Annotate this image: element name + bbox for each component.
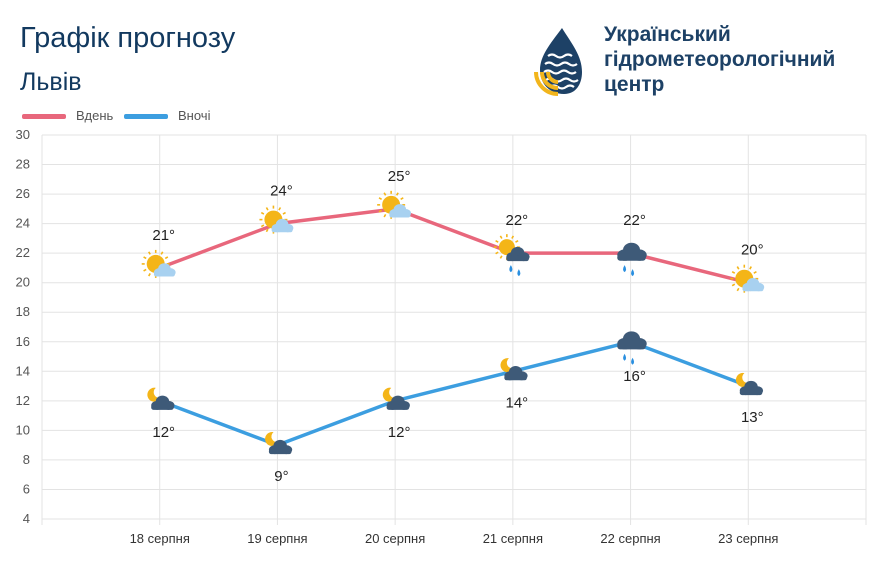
brand-line-2: гідрометеорологічний [604, 48, 836, 71]
sun-cloud-icon [141, 249, 176, 278]
y-tick-label: 12 [16, 393, 30, 408]
drop-logo-icon [534, 28, 582, 96]
data-label: 20° [741, 242, 764, 259]
x-tick-label: 22 серпня [600, 531, 660, 546]
moon-cloud-icon [382, 387, 410, 410]
brand-block: Український гідрометеорологічний центр [532, 22, 872, 102]
y-tick-label: 6 [23, 481, 30, 496]
y-tick-label: 18 [16, 304, 30, 319]
y-tick-label: 10 [16, 422, 30, 437]
brand-line-1: Український [604, 23, 731, 46]
data-label: 12° [388, 424, 411, 441]
brand-line-3: центр [604, 73, 665, 96]
data-label: 12° [152, 424, 175, 441]
sun-cloud-icon [259, 205, 294, 234]
y-tick-label: 22 [16, 245, 30, 260]
data-label: 16° [623, 368, 646, 385]
y-tick-label: 16 [16, 334, 30, 349]
legend-label-day: Вдень [76, 108, 114, 123]
brand-name: Український гідрометеорологічний центр [604, 22, 835, 97]
series-line [159, 340, 749, 447]
data-label: 14° [506, 394, 529, 411]
x-tick-label: 18 серпня [130, 531, 190, 546]
sun-cloud-rain-icon [493, 234, 530, 277]
y-tick-label: 26 [16, 186, 30, 201]
y-tick-label: 24 [16, 216, 30, 231]
data-label: 22° [623, 212, 646, 229]
cloud-rain-icon [617, 242, 647, 277]
data-label: 21° [152, 227, 175, 244]
y-tick-label: 14 [16, 363, 30, 378]
legend-label-night: Вночі [178, 108, 211, 123]
y-tick-label: 8 [23, 452, 30, 467]
data-label: 25° [388, 168, 411, 185]
x-tick-label: 23 серпня [718, 531, 778, 546]
data-label: 9° [274, 468, 288, 485]
moon-cloud-icon [735, 372, 764, 396]
sun-cloud-icon [377, 190, 412, 219]
city-name: Львів [20, 68, 82, 96]
series-night [156, 338, 752, 449]
legend-swatch-night [124, 114, 168, 119]
moon-cloud-icon [500, 358, 528, 381]
moon-cloud-icon [265, 432, 293, 455]
data-label: 13° [741, 409, 764, 426]
cloud-rain-icon [617, 331, 647, 365]
series-day [156, 205, 752, 286]
y-tick-label: 28 [16, 157, 30, 172]
grid [41, 134, 867, 525]
legend-swatch-day [22, 114, 66, 119]
page-title: Графік прогнозу [20, 22, 236, 54]
sun-cloud-icon [730, 264, 765, 293]
series-line [159, 207, 749, 285]
data-label: 22° [506, 212, 529, 229]
moon-cloud-icon [147, 387, 175, 410]
x-tick-label: 21 серпня [483, 531, 543, 546]
data-label: 24° [270, 183, 293, 200]
x-tick-label: 19 серпня [247, 531, 307, 546]
x-tick-label: 20 серпня [365, 531, 425, 546]
y-tick-label: 4 [23, 511, 30, 526]
y-tick-label: 30 [16, 127, 30, 142]
y-tick-label: 20 [16, 275, 30, 290]
